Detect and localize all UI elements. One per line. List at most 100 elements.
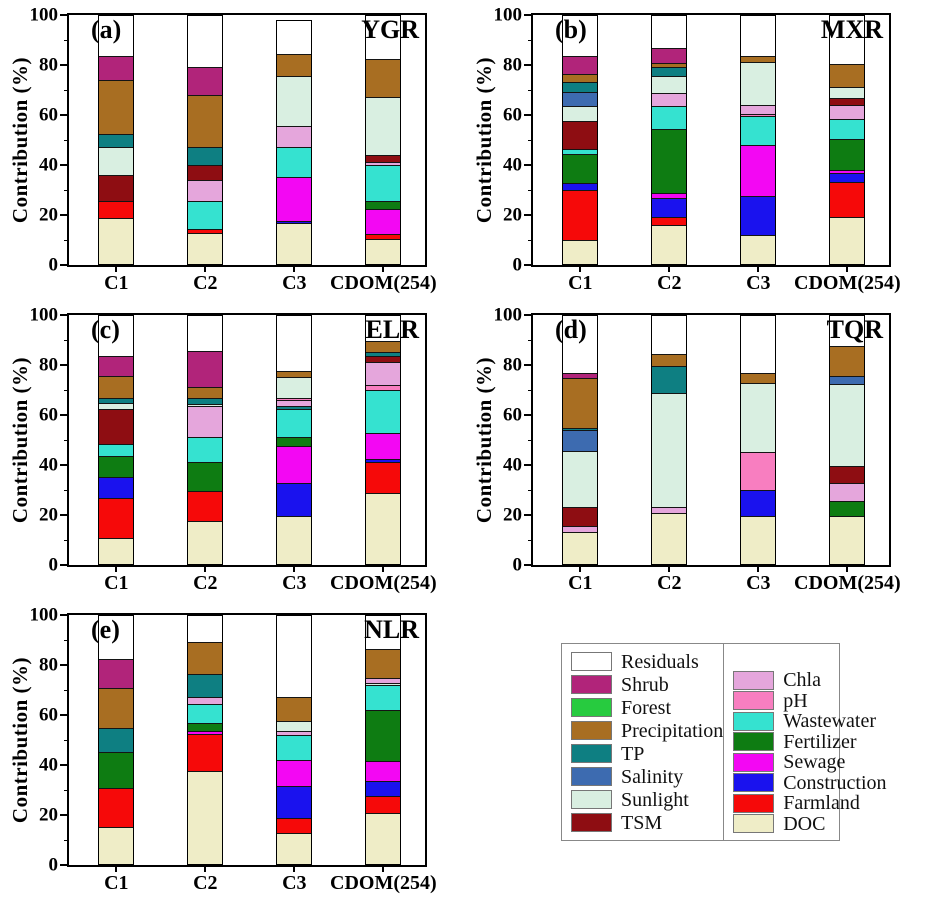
y-minor-tick	[64, 39, 69, 41]
panel-letter: (a)	[91, 15, 122, 44]
segment-residuals	[366, 616, 401, 650]
x-tick	[115, 565, 118, 572]
panel-b: Contribution (%) (b) MXR 0 20 40 60 80 100 C1 C…	[464, 0, 928, 300]
segment-wastewater	[188, 437, 223, 463]
y-major-tick	[524, 164, 533, 166]
x-tick	[293, 865, 296, 872]
segment-tp	[99, 133, 134, 148]
y-major-tick	[60, 614, 69, 616]
y-major-tick	[524, 514, 533, 516]
segment-precipitation	[188, 95, 223, 148]
x-tick	[668, 565, 671, 572]
x-tick-label: C2	[193, 572, 218, 594]
x-tick	[204, 265, 207, 272]
y-major-tick	[60, 14, 69, 16]
bar-c1	[98, 615, 135, 865]
segment-residuals	[99, 16, 134, 56]
segment-tp	[366, 351, 401, 356]
segment-farmland	[563, 189, 598, 241]
legend-label: Wastewater	[783, 710, 876, 733]
x-tick	[204, 565, 207, 572]
y-tick-label: 40	[39, 754, 58, 776]
segment-fertilizer	[563, 153, 598, 184]
segment-farmland	[188, 490, 223, 521]
panel-letter: (e)	[91, 615, 120, 644]
segment-fertilizer	[366, 200, 401, 210]
segment-precipitation	[741, 55, 776, 62]
segment-precipitation	[188, 642, 223, 675]
legend-item: Wastewater	[733, 711, 886, 732]
bar-c1	[562, 315, 599, 565]
legend-column-1: Residuals Shrub Forest Precipitation TP Salin…	[562, 644, 723, 840]
legend-item: TP	[571, 742, 723, 765]
legend-label: pH	[783, 689, 808, 712]
legend-swatch-wastewater	[733, 711, 775, 731]
legend-item: Sunlight	[571, 788, 723, 811]
segment-construction	[741, 195, 776, 236]
x-tick	[382, 865, 385, 872]
segment-sunlight	[652, 392, 687, 507]
x-tick	[579, 565, 582, 572]
segment-salinity	[563, 91, 598, 107]
segment-chla	[277, 400, 312, 407]
legend-label: Salinity	[621, 765, 684, 788]
bar-c2	[651, 15, 688, 265]
y-minor-tick	[528, 139, 533, 141]
legend-label: DOC	[783, 812, 826, 835]
y-major-tick	[524, 564, 533, 566]
segment-precipitation	[99, 80, 134, 134]
legend-swatch-chla	[733, 670, 775, 690]
x-tick-label: C1	[104, 572, 129, 594]
y-tick-label: 100	[493, 304, 523, 326]
legend: Residuals Shrub Forest Precipitation TP Salin…	[561, 643, 887, 841]
plot-area-c: (c) ELR 0 20 40 60 80 100 C1 C2 C3 CDOM(254)	[30, 306, 437, 594]
segment-residuals	[741, 16, 776, 56]
segment-precipitation	[366, 340, 401, 352]
segment-farmland	[652, 216, 687, 226]
segment-chla	[277, 731, 312, 736]
legend-item: Construction	[733, 771, 887, 794]
y-minor-tick	[64, 89, 69, 91]
legend-label: Construction	[783, 771, 887, 794]
segment-chla	[563, 525, 598, 532]
segment-tsm	[563, 506, 598, 526]
x-tick	[115, 265, 118, 272]
y-axis-title: Contribution (%)	[8, 656, 32, 824]
legend-item: TSM	[571, 811, 723, 834]
legend-swatch-residuals	[571, 652, 612, 671]
bar-cdom(254)	[829, 315, 866, 565]
segment-fertilizer	[99, 456, 134, 478]
y-minor-tick	[64, 539, 69, 541]
y-tick-label: 0	[512, 254, 523, 276]
x-tick-label: C3	[282, 272, 307, 294]
segment-precipitation	[277, 370, 312, 377]
legend-item: Farmland	[733, 793, 886, 814]
segment-precipitation	[741, 373, 776, 383]
y-minor-tick	[64, 389, 69, 391]
y-tick-label: 80	[503, 54, 522, 76]
legend-label: TSM	[621, 811, 663, 834]
segment-sewage	[830, 169, 865, 174]
y-major-tick	[60, 664, 69, 666]
segment-sunlight	[277, 721, 312, 732]
segment-sewage	[188, 731, 223, 734]
segment-tp	[563, 81, 598, 92]
segment-precipitation	[563, 74, 598, 82]
y-axis-title: Contribution (%)	[472, 56, 496, 224]
y-minor-tick	[64, 739, 69, 741]
segment-shrub	[563, 55, 598, 75]
y-tick-label: 20	[39, 504, 58, 526]
x-tick-label: C2	[657, 572, 682, 594]
segment-precipitation	[188, 386, 223, 398]
x-tick-label: C3	[282, 572, 307, 594]
x-tick	[757, 265, 760, 272]
segment-doc	[277, 515, 312, 564]
region-label: TQR	[826, 315, 883, 344]
bar-c3	[740, 15, 777, 265]
segment-precipitation	[277, 696, 312, 722]
segment-wastewater	[99, 443, 134, 457]
segment-salinity	[830, 375, 865, 385]
y-tick-label: 0	[48, 854, 59, 876]
y-tick-label: 60	[503, 104, 522, 126]
legend-item: Precipitation	[571, 719, 723, 742]
